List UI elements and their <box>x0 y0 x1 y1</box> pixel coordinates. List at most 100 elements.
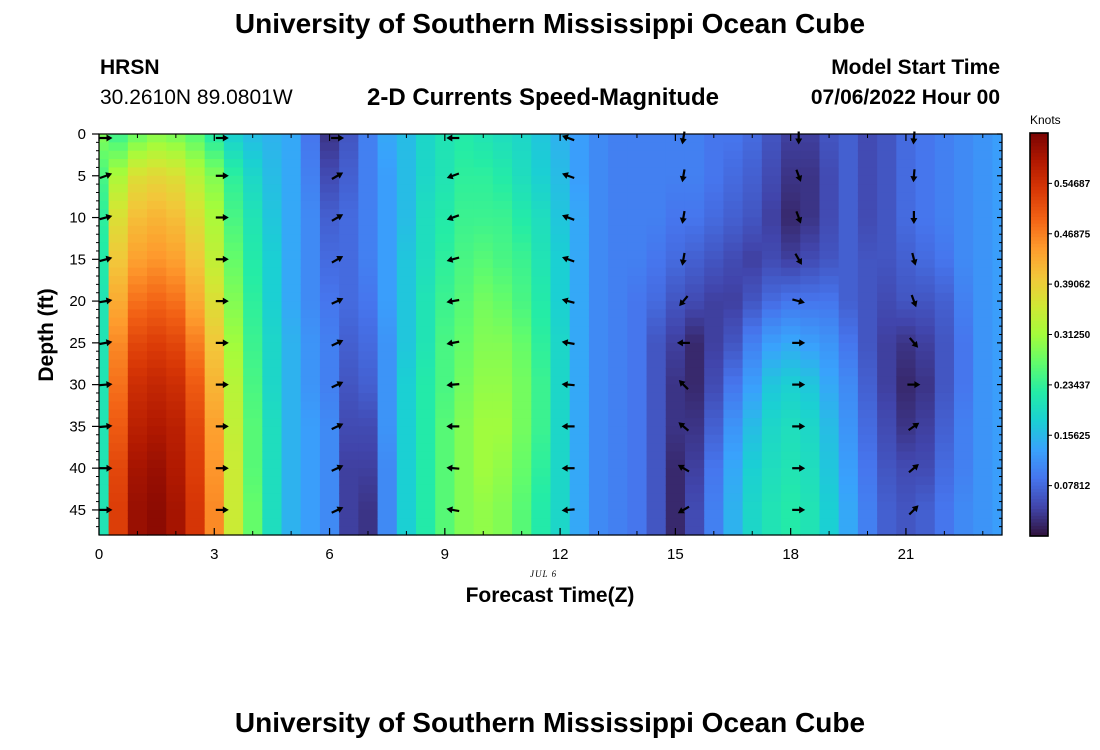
heatmap-cell <box>166 342 187 352</box>
heatmap-cell <box>973 309 993 319</box>
heatmap-cell <box>684 150 705 160</box>
heatmap-cell <box>185 301 206 311</box>
heatmap-cell <box>857 376 878 386</box>
heatmap-cell <box>838 259 859 269</box>
colorbar-swatch <box>1030 233 1048 238</box>
heatmap-cell <box>531 518 552 528</box>
heatmap-cell <box>473 284 494 294</box>
heatmap-cell <box>857 451 878 461</box>
heatmap-cell <box>646 518 667 528</box>
heatmap-cell <box>358 259 379 269</box>
heatmap-cell <box>627 367 648 377</box>
heatmap-cell <box>704 284 725 294</box>
heatmap-cell <box>243 192 263 202</box>
heatmap-cell <box>396 242 417 252</box>
heatmap-cell <box>281 267 302 277</box>
arrow-head <box>561 464 568 472</box>
current-arrow <box>446 256 460 263</box>
heatmap-cell <box>915 292 936 302</box>
heatmap-cell <box>761 250 782 260</box>
heatmap-cell <box>300 493 321 503</box>
heatmap-cell <box>973 384 993 394</box>
heatmap-cell <box>358 242 379 252</box>
heatmap-cell <box>665 334 686 344</box>
heatmap-cell <box>973 159 993 169</box>
heatmap-cell <box>99 367 110 377</box>
heatmap-cell <box>147 418 167 427</box>
heatmap-cell <box>531 376 552 386</box>
heatmap-cell <box>377 192 398 202</box>
heatmap-cell <box>627 259 648 269</box>
current-arrow <box>331 423 344 431</box>
heatmap-cell <box>396 142 417 152</box>
heatmap-cell <box>992 309 1003 319</box>
heatmap-cell <box>627 276 648 285</box>
heatmap-cell <box>204 418 225 427</box>
current-arrow <box>678 380 689 390</box>
heatmap-cell <box>319 242 340 252</box>
heatmap-cell <box>262 284 283 294</box>
heatmap-cell <box>300 217 321 227</box>
heatmap-cell <box>646 476 667 486</box>
current-arrow <box>215 422 229 430</box>
heatmap-cell <box>204 426 225 436</box>
heatmap-cell <box>166 326 187 336</box>
heatmap-cell <box>588 184 609 194</box>
current-arrow <box>561 339 575 347</box>
heatmap-cell <box>492 342 513 352</box>
heatmap-cell <box>934 159 955 169</box>
heatmap-cell <box>992 476 1003 486</box>
heatmap-cell <box>473 501 494 511</box>
heatmap-cell <box>319 167 340 177</box>
heatmap-cell <box>435 242 456 252</box>
heatmap-cell <box>684 209 705 219</box>
heatmap-cell <box>185 426 206 436</box>
heatmap-cell <box>896 192 917 202</box>
arrow-head <box>105 339 113 347</box>
heatmap-cell <box>569 476 590 486</box>
heatmap-cell <box>281 493 302 503</box>
colorbar-swatch <box>1030 210 1048 215</box>
colorbar-swatch <box>1030 529 1048 534</box>
heatmap-cell <box>147 509 167 519</box>
heatmap-cell <box>934 259 955 269</box>
heatmap-cell <box>166 259 187 269</box>
current-arrow <box>331 381 344 389</box>
heatmap-cell <box>339 384 359 394</box>
heatmap-cell <box>492 401 513 411</box>
colorbar-swatch <box>1030 458 1048 463</box>
heatmap-cell <box>896 476 917 486</box>
arrow-head <box>911 341 919 348</box>
heatmap-cell <box>339 267 359 277</box>
heatmap-cell <box>243 409 263 419</box>
heatmap-cell <box>896 301 917 311</box>
colorbar-swatch <box>1030 213 1048 218</box>
heatmap-cell <box>934 200 955 210</box>
heatmap-cell <box>588 259 609 269</box>
heatmap-cell <box>166 518 187 528</box>
colorbar-swatch <box>1030 310 1048 315</box>
heatmap-cell <box>512 351 532 361</box>
heatmap-cell <box>742 493 763 503</box>
heatmap-cell <box>665 184 686 194</box>
heatmap-cell <box>396 409 417 419</box>
heatmap-cell <box>435 292 456 302</box>
heatmap-cell <box>127 150 148 160</box>
colorbar-swatch <box>1030 515 1048 520</box>
heatmap-cell <box>531 409 552 419</box>
heatmap-cell <box>416 259 436 269</box>
heatmap-cell <box>819 142 840 152</box>
heatmap-cell <box>627 376 648 386</box>
heatmap-cell <box>819 509 840 519</box>
heatmap-cell <box>377 317 398 327</box>
heatmap-cell <box>915 484 936 494</box>
heatmap-cell <box>204 159 225 169</box>
heatmap-cell <box>665 159 686 169</box>
heatmap-cell <box>281 200 302 210</box>
current-arrow <box>331 256 344 264</box>
heatmap-cell <box>857 142 878 152</box>
heatmap-cell <box>877 493 897 503</box>
heatmap-cell <box>646 426 667 436</box>
heatmap-cell <box>684 242 705 252</box>
heatmap-cell <box>877 242 897 252</box>
